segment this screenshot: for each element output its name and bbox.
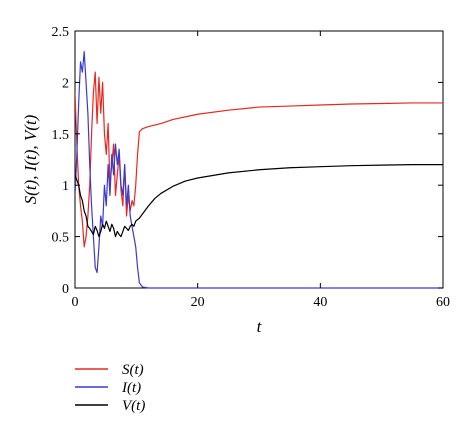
y-axis-ticks: 0 0.5 1 1.5 2 2.5 (52, 25, 443, 297)
legend: S(t) I(t) V(t) (75, 362, 145, 414)
series-line-0 (75, 71, 443, 248)
y-tick-label: 0 (62, 282, 69, 297)
series-line-1 (75, 50, 443, 289)
series-group (75, 50, 443, 289)
y-axis-label: S(t), I(t), V(t) (21, 114, 40, 204)
x-tick-label: 0 (72, 295, 79, 310)
x-tick-label: 40 (313, 295, 327, 310)
legend-label: S(t) (122, 362, 144, 378)
legend-label: V(t) (122, 398, 145, 414)
x-axis-ticks: 0 20 40 60 (72, 31, 450, 310)
y-tick-label: 2.5 (52, 25, 70, 40)
x-tick-label: 60 (436, 295, 450, 310)
plot-area (74, 30, 444, 289)
x-tick-label: 20 (191, 295, 205, 310)
x-axis-label: t (257, 317, 263, 336)
plot-frame (74, 30, 444, 289)
y-tick-label: 1 (62, 179, 69, 194)
y-tick-label: 2 (62, 76, 69, 91)
y-tick-label: 0.5 (52, 231, 70, 246)
series-line-2 (75, 164, 443, 238)
y-tick-label: 1.5 (52, 128, 70, 143)
legend-label: I(t) (121, 380, 141, 396)
